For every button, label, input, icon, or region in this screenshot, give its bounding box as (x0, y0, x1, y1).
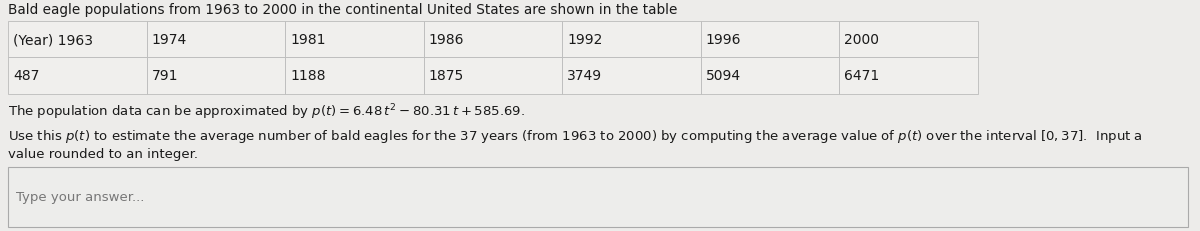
Text: 1996: 1996 (706, 33, 742, 47)
Text: 1986: 1986 (428, 33, 464, 47)
Text: Type your answer...: Type your answer... (16, 191, 144, 204)
Text: 5094: 5094 (706, 69, 740, 83)
Text: 1188: 1188 (290, 69, 325, 83)
Text: 2000: 2000 (845, 33, 880, 47)
Text: 487: 487 (13, 69, 40, 83)
Text: 6471: 6471 (845, 69, 880, 83)
Text: The population data can be approximated by $p(t) = 6.48\,t^2 - 80.31\,t + 585.69: The population data can be approximated … (8, 102, 524, 121)
Text: 1875: 1875 (428, 69, 464, 83)
Text: 1974: 1974 (151, 33, 187, 47)
Text: Use this $p(t)$ to estimate the average number of bald eagles for the 37 years (: Use this $p(t)$ to estimate the average … (8, 128, 1142, 144)
Text: (Year) 1963: (Year) 1963 (13, 33, 94, 47)
Text: Bald eagle populations from 1963 to 2000 in the continental United States are sh: Bald eagle populations from 1963 to 2000… (8, 3, 677, 17)
Text: 3749: 3749 (568, 69, 602, 83)
Text: 1981: 1981 (290, 33, 325, 47)
Text: 1992: 1992 (568, 33, 602, 47)
Text: value rounded to an integer.: value rounded to an integer. (8, 147, 198, 160)
Text: 791: 791 (151, 69, 178, 83)
